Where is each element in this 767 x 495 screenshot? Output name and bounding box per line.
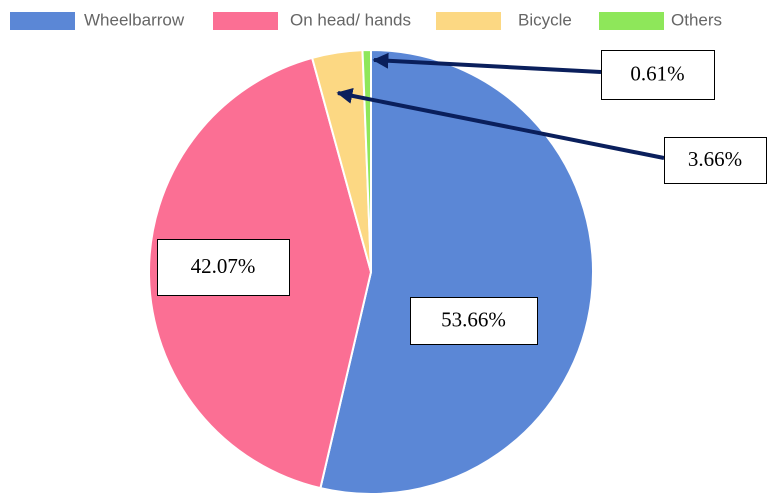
legend-swatch bbox=[599, 12, 664, 30]
legend-label: On head/ hands bbox=[290, 10, 411, 29]
label-box bbox=[601, 50, 715, 100]
legend-swatch bbox=[213, 12, 278, 30]
pie-slice bbox=[361, 48, 372, 273]
label-box bbox=[157, 239, 290, 296]
legend-swatch bbox=[10, 12, 75, 30]
arrow bbox=[372, 52, 602, 74]
data-label: 0.61% bbox=[630, 61, 684, 85]
pie-slice bbox=[319, 48, 594, 495]
legend-label: Bicycle bbox=[518, 10, 572, 29]
legend-label: Others bbox=[671, 10, 722, 29]
label-box bbox=[410, 297, 538, 345]
data-label: 42.07% bbox=[191, 254, 256, 278]
legend-swatch bbox=[436, 12, 501, 30]
data-label: 53.66% bbox=[441, 307, 506, 331]
legend-label: Wheelbarrow bbox=[84, 10, 185, 29]
data-label: 3.66% bbox=[688, 147, 742, 171]
arrow bbox=[336, 87, 665, 160]
